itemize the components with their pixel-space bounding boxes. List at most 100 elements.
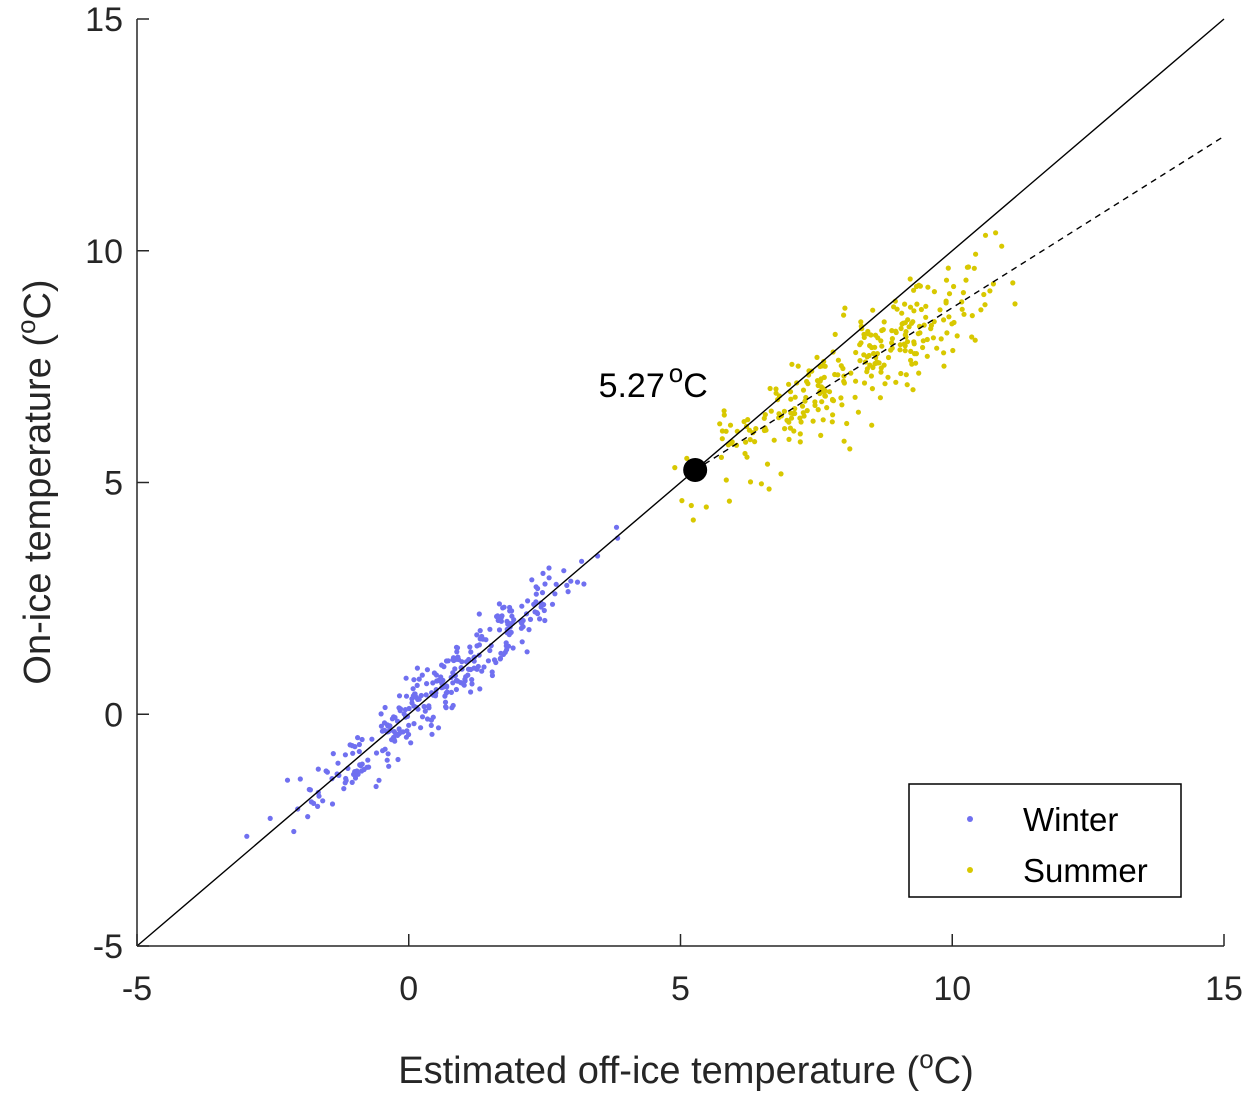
data-point-summer xyxy=(916,370,922,376)
data-point-summer xyxy=(904,382,910,388)
data-point-winter xyxy=(474,643,480,649)
x-tick-label: 15 xyxy=(1205,970,1243,1008)
data-point-summer xyxy=(801,413,807,419)
data-point-winter xyxy=(613,524,620,530)
y-axis-label: On-ice temperature (oC) xyxy=(11,279,59,684)
axes-layer: -5 0 5 10 15 -5 0 5 10 15 xyxy=(85,1,1243,1008)
data-point-summer xyxy=(903,329,909,335)
data-point-summer xyxy=(990,281,997,287)
data-point-winter xyxy=(468,649,474,655)
data-point-winter xyxy=(316,793,322,799)
data-point-summer xyxy=(881,362,887,368)
data-point-summer xyxy=(934,345,940,351)
data-point-summer xyxy=(761,415,767,421)
data-point-winter xyxy=(359,768,365,774)
data-point-summer xyxy=(814,378,821,384)
data-point-summer xyxy=(971,265,977,271)
data-point-summer xyxy=(853,349,859,356)
data-point-summer xyxy=(771,437,777,443)
y-tick-label: 5 xyxy=(104,465,123,503)
data-point-winter xyxy=(546,575,552,581)
data-point-summer xyxy=(819,399,825,405)
data-point-winter xyxy=(565,589,571,595)
data-point-summer xyxy=(746,427,753,433)
data-point-winter xyxy=(291,828,297,835)
data-point-summer xyxy=(882,381,888,387)
data-point-summer xyxy=(889,336,896,342)
data-point-summer xyxy=(778,471,784,477)
data-point-summer xyxy=(830,412,836,418)
data-point-winter xyxy=(539,590,546,596)
lines-layer xyxy=(136,18,1225,947)
x-axis-label: Estimated off-ice temperature (oC) xyxy=(398,1044,974,1092)
data-point-winter xyxy=(382,704,388,711)
data-point-summer xyxy=(848,370,854,376)
data-point-winter xyxy=(455,655,461,661)
data-point-winter xyxy=(489,669,495,675)
data-point-winter xyxy=(497,655,504,661)
data-point-summer xyxy=(797,431,803,437)
data-point-summer xyxy=(889,340,895,346)
y-tick-label: 15 xyxy=(85,1,123,39)
series-winter xyxy=(244,524,621,839)
data-point-winter xyxy=(416,696,422,702)
x-axis-unit: C) xyxy=(934,1050,974,1092)
legend: Winter Summer xyxy=(908,783,1182,898)
data-point-summer xyxy=(858,319,864,325)
data-point-winter xyxy=(441,664,447,670)
data-point-summer xyxy=(852,394,858,400)
data-point-summer xyxy=(941,363,947,369)
data-point-summer xyxy=(758,481,765,487)
data-point-summer xyxy=(753,426,759,432)
data-point-winter xyxy=(501,604,507,610)
data-point-winter xyxy=(414,682,420,689)
summer-fit-line xyxy=(694,135,1225,471)
data-point-summer xyxy=(869,422,875,428)
data-point-summer xyxy=(841,312,847,318)
data-point-summer xyxy=(987,288,993,294)
data-point-summer xyxy=(781,408,788,414)
data-point-summer xyxy=(786,381,792,387)
data-point-summer xyxy=(743,439,749,445)
data-point-summer xyxy=(847,446,853,452)
data-point-winter xyxy=(385,751,391,757)
data-point-winter xyxy=(423,692,429,698)
data-point-summer xyxy=(868,373,875,379)
data-point-winter xyxy=(352,744,358,750)
data-point-summer xyxy=(969,313,975,319)
data-point-winter xyxy=(450,655,457,661)
x-tick-label: -5 xyxy=(122,970,152,1008)
data-point-summer xyxy=(718,454,725,460)
data-point-summer xyxy=(946,314,952,320)
data-point-summer xyxy=(920,344,926,351)
data-point-summer xyxy=(915,331,921,337)
data-point-summer xyxy=(903,372,909,378)
breakpoint-label: 5.27 oC xyxy=(599,358,708,405)
data-point-summer xyxy=(766,486,772,492)
data-point-summer xyxy=(810,418,816,424)
data-point-summer xyxy=(798,419,804,425)
data-point-summer xyxy=(902,348,908,354)
data-point-summer xyxy=(776,411,782,417)
data-point-summer xyxy=(717,421,723,427)
data-point-winter xyxy=(391,729,397,735)
data-point-summer xyxy=(842,305,848,311)
data-point-summer xyxy=(824,405,830,411)
data-point-summer xyxy=(874,351,881,357)
data-point-winter xyxy=(365,757,371,763)
data-point-summer xyxy=(943,300,949,306)
data-point-winter xyxy=(330,751,336,757)
data-point-summer xyxy=(944,330,950,336)
data-point-summer xyxy=(910,319,916,325)
data-point-winter xyxy=(541,607,547,614)
data-point-winter xyxy=(397,708,403,714)
data-point-summer xyxy=(885,374,891,380)
data-point-summer xyxy=(804,408,810,414)
data-point-winter xyxy=(416,676,422,682)
data-point-winter xyxy=(419,672,425,678)
data-point-winter xyxy=(350,750,356,756)
data-point-winter xyxy=(324,769,330,775)
data-point-summer xyxy=(764,461,771,467)
data-point-summer xyxy=(893,329,899,336)
data-point-winter xyxy=(352,769,358,775)
